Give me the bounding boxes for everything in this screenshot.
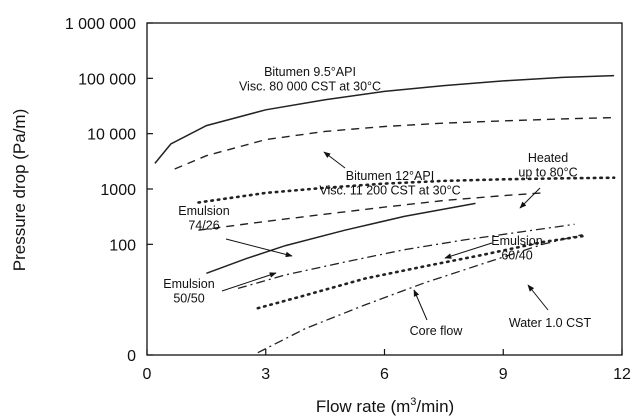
series-line-5 bbox=[206, 202, 476, 275]
series-line-8 bbox=[257, 233, 583, 354]
annotation-line: Bitumen 12°API bbox=[346, 169, 434, 183]
y-tick-label: 10 000 bbox=[87, 127, 136, 144]
x-tick-label: 3 bbox=[261, 366, 270, 383]
annotation-label-2: Bitumen 12°API Visc. 11 200 CST at 30°C bbox=[319, 169, 460, 198]
annotation-line: Emulsion bbox=[178, 204, 229, 218]
annotation-line: up to 80°C bbox=[518, 166, 577, 180]
x-tick-label: 6 bbox=[380, 366, 389, 383]
annotation-line: Bitumen 9.5°API bbox=[264, 65, 356, 79]
series-line-4 bbox=[198, 192, 543, 231]
tick-group: 0 3 6 9 12 0 100 1000 10 000 100 000 1 000 000 bbox=[65, 16, 631, 383]
annotation-label-5: Emulsion 50/50 bbox=[163, 277, 214, 306]
y-tick-label: 100 000 bbox=[78, 71, 136, 88]
series-line-2 bbox=[174, 116, 615, 170]
annotation-arrow-7 bbox=[413, 289, 428, 321]
annotation-arrow-8 bbox=[527, 284, 549, 311]
x-axis-title-superscript: 3 bbox=[410, 396, 416, 408]
y-tick-label: 1000 bbox=[100, 182, 136, 199]
annotation-label-3: Heated up to 80°C bbox=[518, 151, 577, 180]
annotation-arrow-4 bbox=[225, 238, 293, 258]
annotation-line: Core flow bbox=[410, 324, 464, 338]
annotation-label-4: Emulsion 74/26 bbox=[178, 204, 229, 233]
annotation-label-6: Emulsion 60/40 bbox=[491, 234, 542, 263]
y-tick-label: 100 bbox=[109, 237, 136, 254]
annotation-line: 60/40 bbox=[501, 249, 532, 263]
annotation-label-1: Bitumen 9.5°API Visc. 80 000 CST at 30°C bbox=[239, 65, 381, 94]
annotation-line: Water 1.0 CST bbox=[509, 316, 592, 330]
x-tick-label: 9 bbox=[499, 366, 508, 383]
annotation-line: Emulsion bbox=[163, 277, 214, 291]
series-line-7 bbox=[256, 234, 584, 310]
x-tick-label: 0 bbox=[143, 366, 152, 383]
annotation-line: Emulsion bbox=[491, 234, 542, 248]
annotation-group: Bitumen 9.5°API Visc. 80 000 CST at 30°CB… bbox=[163, 65, 591, 338]
annotation-line: 50/50 bbox=[173, 292, 204, 306]
annotation-line: Visc. 11 200 CST at 30°C bbox=[319, 184, 460, 198]
series-group bbox=[154, 74, 616, 354]
annotation-line: Heated bbox=[528, 151, 568, 165]
y-tick-label: 1 000 000 bbox=[65, 16, 136, 33]
x-axis-title-tail: /min) bbox=[416, 397, 454, 416]
x-axis-title-main: Flow rate (m bbox=[316, 397, 410, 416]
annotation-label-7: Core flow bbox=[410, 324, 464, 338]
x-tick-label: 12 bbox=[613, 366, 631, 383]
series-line-3 bbox=[197, 176, 616, 204]
annotation-label-8: Water 1.0 CST bbox=[509, 316, 592, 330]
annotation-line: Visc. 80 000 CST at 30°C bbox=[239, 80, 381, 94]
annotation-arrow-3 bbox=[519, 187, 541, 209]
annotation-arrow-2 bbox=[323, 151, 346, 169]
annotation-line: 74/26 bbox=[188, 219, 219, 233]
annotation-arrow-5 bbox=[221, 272, 277, 292]
series-line-6 bbox=[237, 223, 575, 290]
annotation-arrow-6 bbox=[444, 242, 493, 259]
y-axis-title: Pressure drop (Pa/m) bbox=[10, 109, 29, 272]
x-axis-title: Flow rate (m3/min) bbox=[316, 396, 454, 416]
y-tick-label: 0 bbox=[127, 348, 136, 365]
series-line-1 bbox=[154, 74, 615, 164]
